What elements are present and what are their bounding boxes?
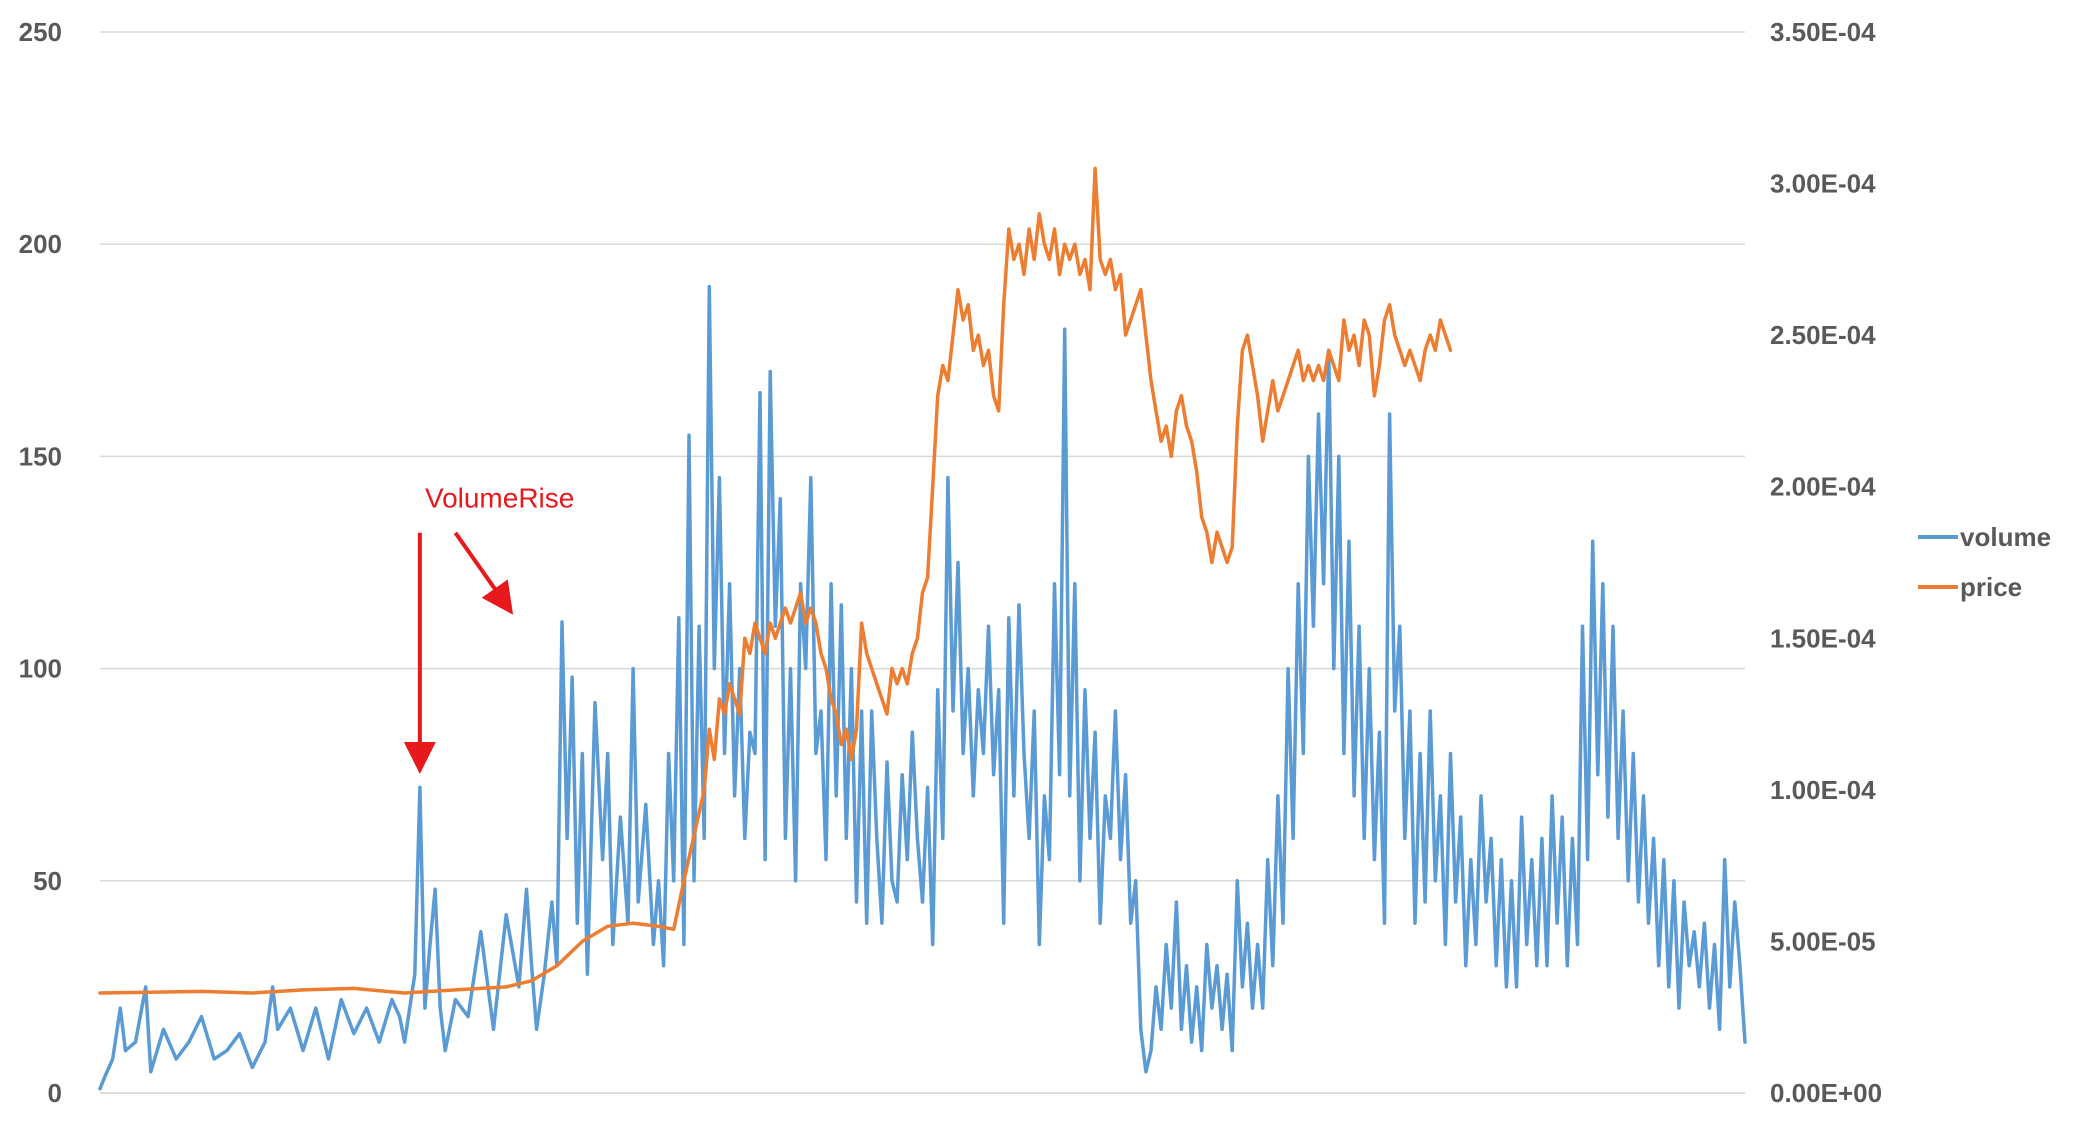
right-tick-label: 3.50E-04	[1770, 17, 1876, 47]
gridlines	[100, 31, 1745, 1094]
legend: volume price	[1918, 522, 2051, 602]
right-tick-label: 0.00E+00	[1770, 1078, 1882, 1108]
left-tick-label: 150	[19, 441, 62, 471]
right-tick-label: 1.50E-04	[1770, 623, 1876, 653]
series-line-price	[98, 166, 1453, 995]
annotation-arrow	[453, 531, 514, 615]
right-tick-label: 2.00E-04	[1770, 472, 1876, 502]
legend-label-price: price	[1960, 572, 2022, 602]
right-tick-label: 5.00E-05	[1770, 926, 1876, 956]
left-axis-tick-labels: 0 50 100 150 200 250	[19, 17, 62, 1108]
annotation: VolumeRise	[403, 482, 574, 774]
left-tick-label: 50	[33, 866, 62, 896]
annotation-volumerise: VolumeRise	[425, 482, 574, 513]
right-axis-tick-labels: 0.00E+00 5.00E-05 1.00E-04 1.50E-04 2.00E-04…	[1770, 17, 1882, 1108]
legend-label-volume: volume	[1960, 522, 2051, 552]
left-tick-label: 100	[19, 654, 62, 684]
right-tick-label: 2.50E-04	[1770, 320, 1876, 350]
right-tick-label: 1.00E-04	[1770, 775, 1876, 805]
left-tick-label: 200	[19, 229, 62, 259]
left-tick-label: 250	[19, 17, 62, 47]
right-tick-label: 3.00E-04	[1770, 169, 1876, 199]
series-line-volume	[98, 284, 1747, 1091]
series-lines	[98, 166, 1747, 1091]
left-tick-label: 0	[48, 1078, 62, 1108]
